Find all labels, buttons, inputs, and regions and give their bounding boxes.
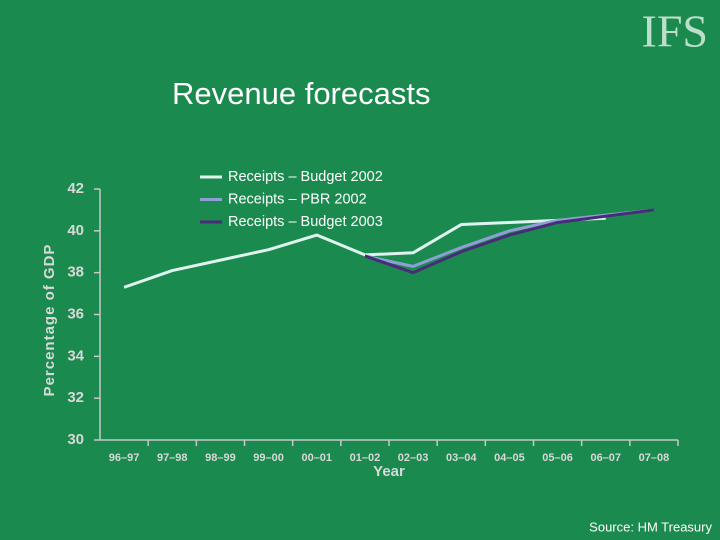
x-tick-label: 01–02 xyxy=(350,452,381,464)
legend-label: Receipts – Budget 2003 xyxy=(228,214,383,230)
x-tick-label: 00–01 xyxy=(301,452,332,464)
y-tick-label: 34 xyxy=(67,347,84,364)
x-tick-label: 04–05 xyxy=(494,452,525,464)
series-line xyxy=(123,216,606,289)
x-tick-label: 03–04 xyxy=(446,452,477,464)
x-tick-label: 99–00 xyxy=(253,452,284,464)
legend-label: Receipts – Budget 2002 xyxy=(228,169,383,185)
y-tick-label: 30 xyxy=(67,431,84,448)
y-tick-label: 38 xyxy=(67,264,84,281)
y-tick-label: 40 xyxy=(67,222,84,239)
y-axis-label: Percentage of GDP xyxy=(41,244,58,397)
x-axis-label: Year xyxy=(373,463,405,480)
source-note: Source: HM Treasury xyxy=(589,519,712,534)
y-tick-label: 32 xyxy=(67,389,84,406)
y-tick-label: 36 xyxy=(67,305,84,322)
chart-title: Revenue forecasts xyxy=(172,76,430,111)
x-tick-label: 98–99 xyxy=(205,452,236,464)
x-tick-label: 07–08 xyxy=(639,452,670,464)
x-tick-label: 05–06 xyxy=(542,452,573,464)
series-line xyxy=(364,208,655,275)
x-tick-label: 06–07 xyxy=(590,452,621,464)
x-tick-label: 97–98 xyxy=(157,452,188,464)
logo: IFS xyxy=(642,6,708,57)
legend-label: Receipts – PBR 2002 xyxy=(228,191,367,207)
x-tick-label: 02–03 xyxy=(398,452,429,464)
y-tick-label: 42 xyxy=(67,180,84,197)
x-tick-label: 96–97 xyxy=(109,452,140,464)
